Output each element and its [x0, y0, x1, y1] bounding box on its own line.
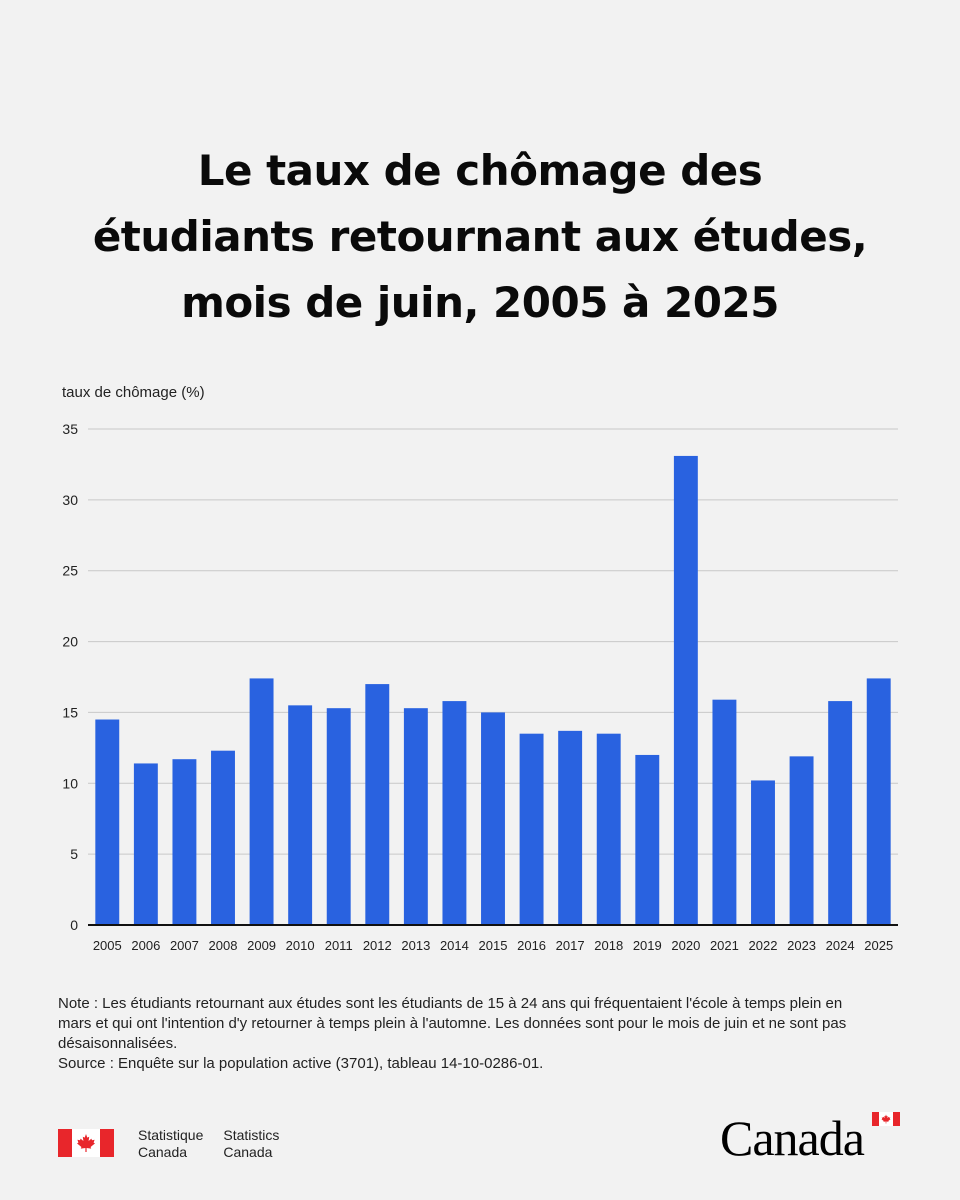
x-tick-label: 2025: [864, 938, 893, 953]
x-tick-label: 2017: [556, 938, 585, 953]
bar-2013: [403, 708, 428, 925]
bar-2011: [326, 708, 351, 925]
x-tick-label: 2023: [787, 938, 816, 953]
canada-flag-icon: [58, 1129, 114, 1157]
agency-fr-line2: Canada: [138, 1144, 188, 1160]
bar-2014: [442, 701, 467, 925]
x-tick-label: 2014: [440, 938, 469, 953]
bar-2023: [789, 756, 814, 925]
title-line-1: Le taux de chômage des: [197, 146, 763, 195]
bar-2016: [519, 733, 544, 925]
bar-2024: [828, 701, 853, 925]
y-tick-label: 25: [62, 563, 78, 579]
bar-2019: [635, 754, 660, 925]
y-tick-label: 35: [62, 421, 78, 437]
wordmark-flag-icon: [872, 1112, 900, 1126]
x-tick-label: 2018: [594, 938, 623, 953]
x-tick-label: 2024: [826, 938, 855, 953]
x-tick-label: 2007: [170, 938, 199, 953]
x-tick-label: 2011: [325, 938, 353, 953]
bar-2021: [712, 699, 737, 925]
y-axis-label: taux de chômage (%): [62, 384, 205, 401]
y-tick-label: 10: [62, 775, 78, 791]
title-line-3: mois de juin, 2005 à 2025: [181, 278, 779, 327]
bar-2022: [751, 780, 775, 925]
bar-2008: [211, 750, 235, 925]
y-tick-label: 5: [70, 846, 78, 862]
x-tick-label: 2010: [286, 938, 315, 953]
y-tick-label: 15: [62, 704, 78, 720]
agency-en-line2: Canada: [223, 1144, 273, 1160]
x-tick-label: 2016: [517, 938, 546, 953]
y-tick-label: 20: [62, 634, 78, 650]
title-line-2: étudiants retournant aux études,: [92, 212, 868, 261]
x-tick-label: 2013: [401, 938, 430, 953]
bar-2012: [365, 684, 390, 925]
x-tick-label: 2019: [633, 938, 662, 953]
x-tick-label: 2020: [671, 938, 700, 953]
source-text: Source : Enquête sur la population activ…: [58, 1055, 544, 1072]
bar-2018: [596, 733, 621, 925]
x-tick-label: 2008: [209, 938, 238, 953]
agency-en-line1: Statistics: [223, 1127, 280, 1143]
x-tick-label: 2006: [131, 938, 160, 953]
agency-name-en: Statistics Canada: [223, 1127, 279, 1161]
x-tick-label: 2022: [749, 938, 778, 953]
x-tick-label: 2021: [710, 938, 739, 953]
bar-2017: [558, 730, 583, 925]
maple-leaf-small-icon: [881, 1114, 891, 1124]
agency-name-fr: Statistique Canada: [138, 1127, 203, 1161]
wordmark-text: Canada: [720, 1110, 865, 1166]
bar-2010: [288, 705, 313, 925]
statcan-signature: Statistique Canada Statistics Canada: [58, 1127, 279, 1163]
x-tick-label: 2005: [93, 938, 122, 953]
bar-2007: [172, 759, 197, 925]
x-tick-label: 2015: [479, 938, 508, 953]
bar-2020: [673, 455, 698, 925]
bar-2009: [249, 678, 274, 925]
canada-wordmark: Canada: [720, 1108, 910, 1168]
chart-notes: Note : Les étudiants retournant aux étud…: [58, 994, 878, 1074]
y-tick-label: 30: [62, 492, 78, 508]
chart-title: Le taux de chômage des étudiants retourn…: [40, 138, 920, 336]
x-tick-label: 2012: [363, 938, 392, 953]
y-tick-label: 0: [70, 917, 78, 933]
bar-2015: [481, 712, 505, 925]
note-text: Note : Les étudiants retournant aux étud…: [58, 995, 847, 1052]
maple-leaf-icon: [77, 1134, 95, 1152]
bar-2005: [95, 719, 120, 925]
x-tick-label: 2009: [247, 938, 276, 953]
bar-2006: [133, 763, 158, 925]
bar-2025: [866, 678, 891, 925]
agency-fr-line1: Statistique: [138, 1127, 204, 1143]
